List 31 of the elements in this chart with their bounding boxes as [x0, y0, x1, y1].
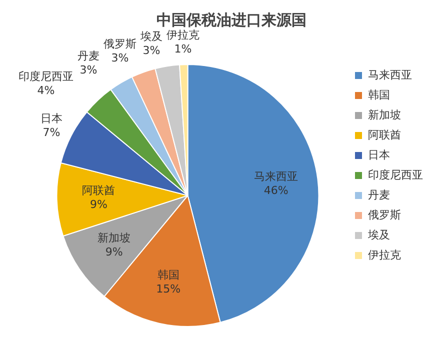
legend-label: 新加坡 [368, 108, 401, 122]
data-label: 4% [37, 84, 55, 97]
data-label: 46% [264, 184, 288, 198]
slice-label: 伊拉克 [166, 28, 200, 42]
chart-title: 中国保税油进口来源国 [156, 10, 306, 29]
slice-label: 马来西亚 [254, 170, 298, 184]
legend-label: 日本 [368, 148, 390, 162]
slice-label: 韩国 [157, 268, 180, 282]
legend-label: 丹麦 [368, 188, 390, 202]
legend-label: 埃及 [367, 228, 390, 242]
data-label: 1% [174, 42, 192, 56]
slice-label: 俄罗斯 [103, 37, 136, 50]
data-label: 3% [111, 51, 129, 64]
slice-label: 埃及 [139, 30, 162, 44]
legend-label: 马来西亚 [368, 68, 412, 82]
slice-label: 新加坡 [98, 231, 131, 244]
legend-label: 印度尼西亚 [368, 168, 423, 182]
slice-label: 阿联酋 [82, 184, 116, 198]
slice-label: 日本 [40, 112, 62, 125]
data-label: 9% [105, 245, 123, 258]
slice-label: 印度尼西亚 [18, 70, 74, 83]
slice-label: 丹麦 [77, 50, 100, 63]
data-label: 9% [90, 198, 108, 212]
data-label: 3% [80, 64, 98, 77]
data-label: 7% [42, 126, 60, 139]
data-label: 15% [156, 282, 181, 296]
legend-label: 阿联酋 [368, 128, 401, 142]
legend-label: 俄罗斯 [368, 208, 401, 222]
data-label: 3% [142, 44, 160, 58]
legend-label: 伊拉克 [368, 248, 401, 262]
legend-label: 韩国 [368, 88, 390, 102]
